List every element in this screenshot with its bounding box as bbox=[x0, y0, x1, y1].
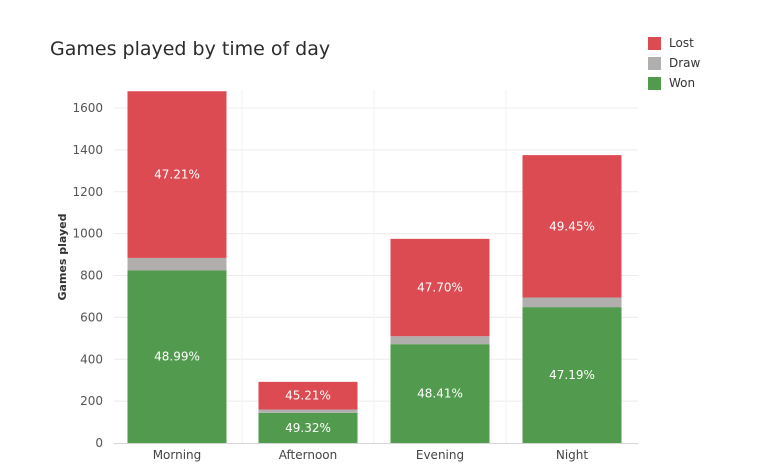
y-tick-label: 200 bbox=[80, 394, 103, 408]
bar-segment-won-afternoon bbox=[258, 412, 358, 443]
bar-segment-won-evening bbox=[390, 344, 490, 443]
data-label-won-afternoon: 49.32% bbox=[285, 421, 331, 435]
y-tick-label: 1400 bbox=[72, 143, 103, 157]
y-tick-label: 0 bbox=[95, 436, 103, 450]
bar-segment-draw-evening bbox=[390, 336, 490, 345]
data-label-won-night: 47.19% bbox=[549, 368, 595, 382]
legend-item-won: Won bbox=[648, 73, 700, 93]
data-label-won-evening: 48.41% bbox=[417, 387, 463, 401]
legend-label: Lost bbox=[669, 36, 694, 50]
y-tick-label: 800 bbox=[80, 269, 103, 283]
data-label-lost-night: 49.45% bbox=[549, 219, 595, 233]
legend-item-lost: Lost bbox=[648, 33, 700, 53]
bar-segment-won-morning bbox=[127, 270, 227, 443]
y-tick-label: 1200 bbox=[72, 185, 103, 199]
data-label-won-morning: 48.99% bbox=[154, 350, 200, 364]
legend-label: Draw bbox=[669, 56, 701, 70]
bar-segment-lost-morning bbox=[127, 91, 227, 258]
data-label-lost-afternoon: 45.21% bbox=[285, 389, 331, 403]
bar-segment-lost-afternoon bbox=[258, 381, 358, 410]
bar-segment-won-night bbox=[522, 307, 622, 443]
bar-segment-draw-night bbox=[522, 297, 622, 308]
bar-segment-draw-afternoon bbox=[258, 409, 358, 413]
legend-label: Won bbox=[669, 76, 696, 90]
y-tick-label: 400 bbox=[80, 352, 103, 366]
chart-title: Games played by time of day bbox=[50, 38, 331, 60]
data-label-lost-morning: 47.21% bbox=[154, 168, 200, 182]
x-tick-label: Afternoon bbox=[279, 448, 338, 462]
x-tick-label: Evening bbox=[416, 448, 464, 462]
legend: Lost Draw Won bbox=[648, 33, 700, 93]
bar-segment-draw-morning bbox=[127, 257, 227, 271]
legend-item-draw: Draw bbox=[648, 53, 700, 73]
y-tick-label: 600 bbox=[80, 310, 103, 324]
bar-segment-lost-evening bbox=[390, 238, 490, 337]
legend-swatch bbox=[648, 76, 661, 90]
x-tick-label: Night bbox=[556, 448, 589, 462]
x-tick-label: Morning bbox=[153, 448, 202, 462]
y-tick-label: 1600 bbox=[72, 101, 103, 115]
y-tick-label: 1000 bbox=[72, 227, 103, 241]
data-label-lost-evening: 47.70% bbox=[417, 281, 463, 295]
legend-swatch bbox=[648, 56, 661, 70]
legend-swatch bbox=[648, 36, 661, 50]
bar-segment-lost-night bbox=[522, 155, 622, 298]
y-axis-title: Games played bbox=[56, 214, 69, 301]
